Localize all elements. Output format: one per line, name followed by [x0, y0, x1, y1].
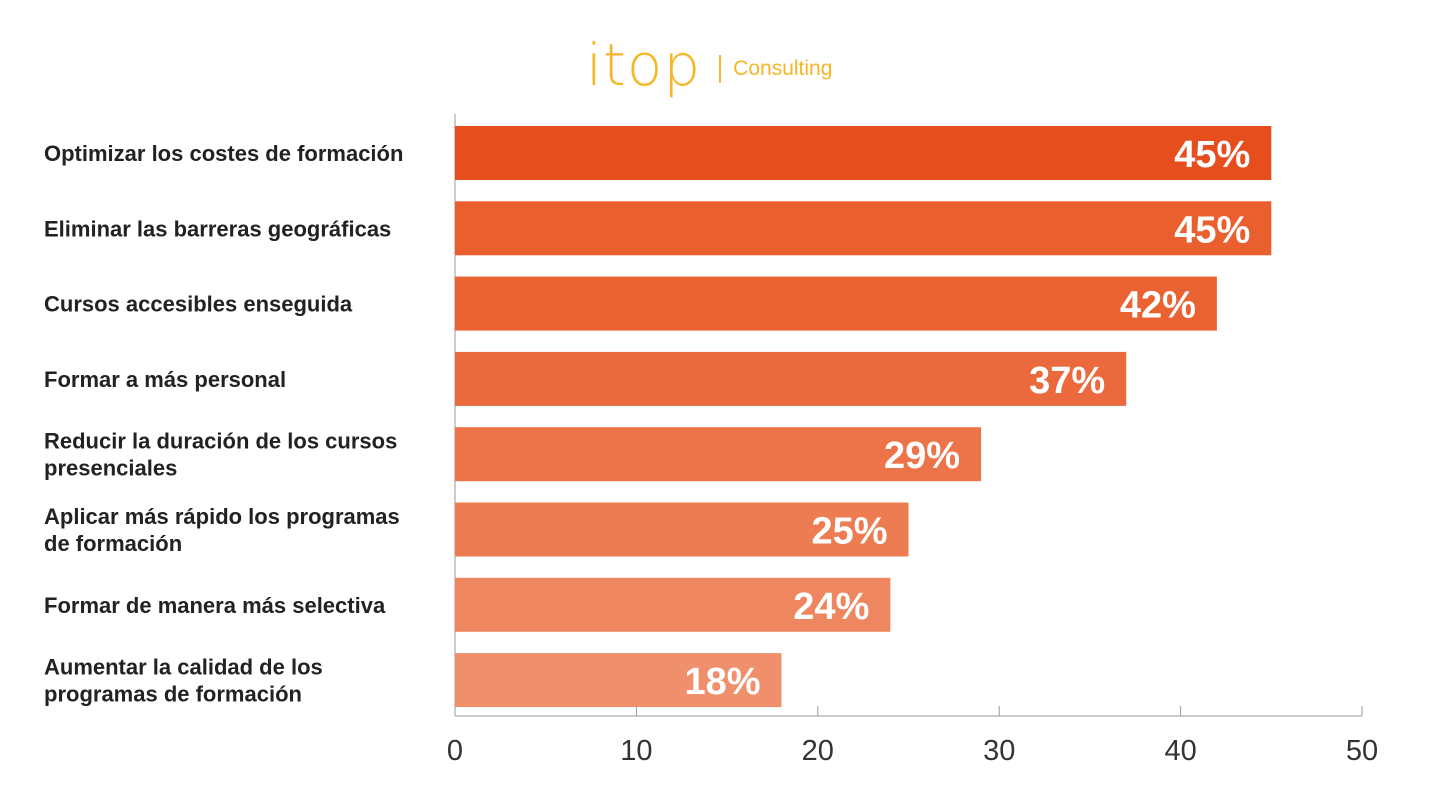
bar: [455, 653, 782, 708]
category-label: Cursos accesibles enseguida: [44, 292, 353, 317]
bar: [455, 351, 1127, 406]
x-tick-label: 10: [620, 735, 652, 767]
bar: [455, 201, 1272, 256]
data-label: 37%: [1029, 360, 1105, 402]
category-label: programas de formación: [44, 682, 302, 707]
data-label: 29%: [884, 435, 960, 477]
x-tick-label: 30: [983, 735, 1015, 767]
category-label: Aplicar más rápido los programas: [44, 504, 400, 529]
x-tick-label: 20: [802, 735, 834, 767]
category-label: presenciales: [44, 456, 177, 481]
brand-logo: itop Consulting: [586, 30, 832, 100]
data-label: 42%: [1120, 285, 1196, 327]
x-tick-label: 0: [447, 735, 463, 767]
bar: [455, 577, 891, 632]
bar: [455, 126, 1272, 180]
category-label: Eliminar las barreras geográficas: [44, 216, 391, 241]
x-tick-label: 50: [1346, 735, 1378, 767]
data-label: 25%: [811, 511, 887, 553]
logo-divider: [719, 55, 722, 83]
bar: [455, 427, 982, 482]
x-tick-label: 40: [1164, 735, 1196, 767]
category-label: Aumentar la calidad de los: [44, 655, 323, 680]
category-label: Reducir la duración de los cursos: [44, 429, 397, 454]
category-label: Formar a más personal: [44, 367, 286, 392]
data-label: 45%: [1174, 134, 1250, 176]
data-label: 24%: [793, 586, 869, 628]
category-label: Formar de manera más selectiva: [44, 593, 386, 618]
category-label: de formación: [44, 531, 182, 556]
logo-wordmark: itop: [586, 31, 702, 99]
bar: [455, 276, 1217, 331]
data-label: 18%: [684, 661, 760, 703]
logo-subtitle: Consulting: [733, 57, 833, 80]
data-label: 45%: [1174, 209, 1250, 251]
bar: [455, 502, 909, 557]
category-label: Optimizar los costes de formación: [44, 141, 403, 166]
